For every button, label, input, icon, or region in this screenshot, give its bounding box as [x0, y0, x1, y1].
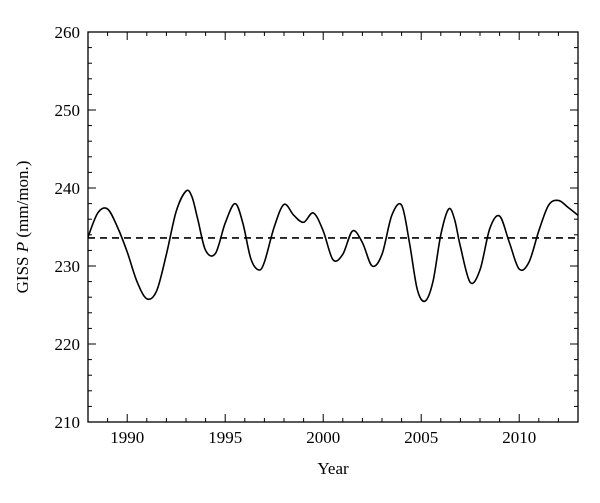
y-axis-title-prefix: GISS — [13, 252, 32, 293]
y-tick-label: 230 — [55, 257, 81, 276]
x-tick-label: 2010 — [502, 428, 536, 447]
y-axis-title-variable: P — [13, 242, 32, 253]
y-tick-label: 240 — [55, 179, 81, 198]
y-axis-title: GISS P (mm/mon.) — [13, 161, 32, 294]
y-axis-title-suffix: (mm/mon.) — [13, 161, 32, 242]
y-tick-label: 210 — [55, 413, 81, 432]
x-tick-label: 1995 — [208, 428, 242, 447]
precipitation-series-line — [88, 189, 578, 303]
plot-frame — [87, 31, 579, 423]
x-axis-title: Year — [317, 459, 349, 478]
y-tick-label: 250 — [55, 101, 81, 120]
y-tick-label: 260 — [55, 23, 81, 42]
y-tick-label: 220 — [55, 335, 81, 354]
x-tick-label: 1990 — [110, 428, 144, 447]
x-tick-label: 2005 — [404, 428, 438, 447]
x-tick-label: 2000 — [306, 428, 340, 447]
